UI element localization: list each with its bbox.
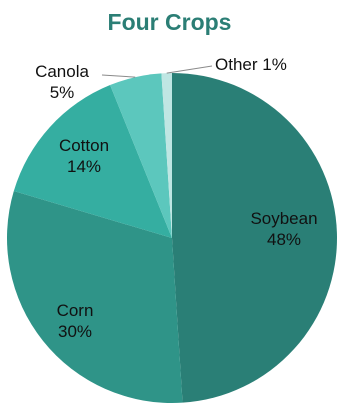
pie-slice-corn [6, 191, 183, 403]
slice-label-corn: Corn 30% [57, 301, 94, 341]
pie-slices [6, 73, 337, 403]
pie-slice-other [161, 73, 172, 238]
leader-line-other [166, 65, 213, 74]
slice-label-soybean: Soybean 48% [250, 209, 317, 249]
slice-label-cotton: Cotton 14% [59, 136, 109, 176]
leader-line-canola [101, 74, 136, 78]
slice-label-other: Other 1% [215, 55, 287, 74]
pie-slice-soybean [172, 73, 337, 403]
slice-label-canola: Canola 5% [35, 62, 89, 102]
chart-title: Four Crops [107, 9, 232, 35]
slice-labels: Soybean 48% Corn 30% Cotton 14% Canola 5% Other … [35, 55, 318, 341]
pie-slice-canola [110, 73, 172, 238]
pie-slice-cotton [13, 85, 172, 238]
leader-lines [101, 65, 213, 78]
